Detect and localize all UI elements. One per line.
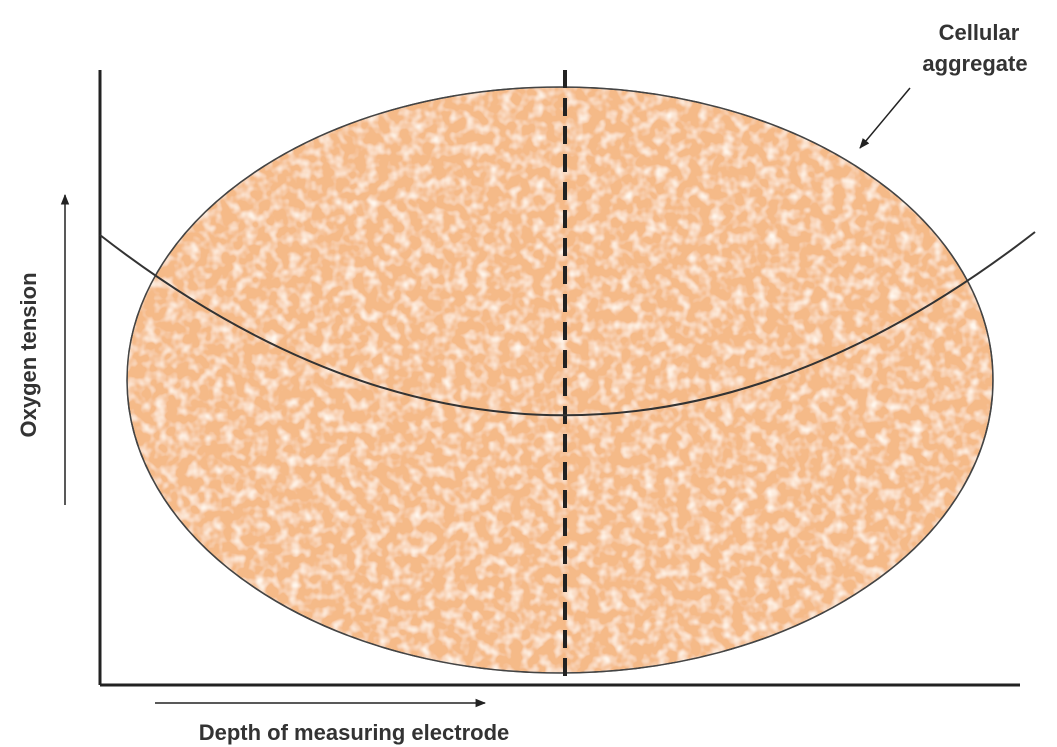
label-line: aggregate [922, 51, 1027, 76]
cellular-aggregate [127, 87, 993, 673]
x-axis-label: Depth of measuring electrode [199, 720, 510, 745]
aggregate-label: Cellular aggregate [922, 20, 1027, 76]
label-line: Cellular [939, 20, 1020, 45]
pointer-arrow [860, 88, 910, 148]
y-axis-label: Oxygen tension [16, 272, 41, 437]
diagram: Cellular aggregate Oxygen tension Depth … [0, 0, 1057, 747]
